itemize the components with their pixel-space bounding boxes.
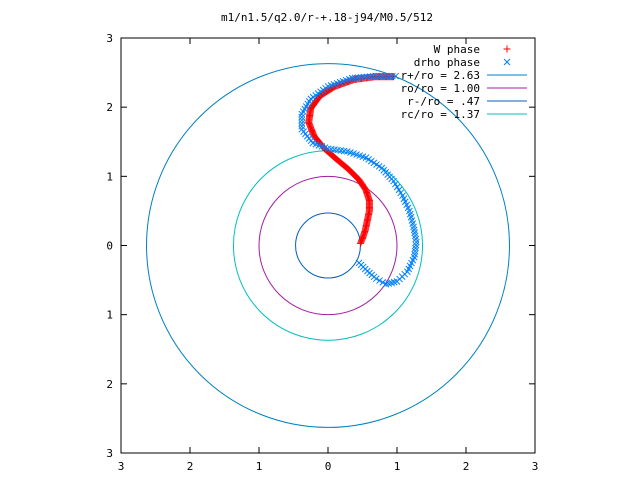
x-tick-label: 3	[118, 460, 125, 473]
drho phase-point	[298, 122, 306, 130]
series-W phase	[305, 73, 398, 247]
y-tick-label: 2	[106, 101, 113, 114]
y-tick-label: 1	[106, 309, 113, 322]
legend-entry: W phase	[434, 43, 511, 56]
legend-label: rc/ro = 1.37	[401, 108, 480, 121]
series-drho phase	[298, 72, 420, 288]
y-tick-label: 1	[106, 170, 113, 183]
drho phase-point	[392, 72, 399, 80]
y-tick-label: 2	[106, 378, 113, 391]
y-tick-label: 3	[106, 32, 113, 45]
legend-entry: drho phase	[414, 56, 511, 69]
legend-entry: ro/ro = 1.00	[401, 82, 527, 95]
y-tick-label: 0	[106, 240, 113, 253]
chart-title: m1/n1.5/q2.0/r-+.18-j94/M0.5/512	[221, 11, 433, 24]
drho phase-point	[298, 125, 306, 133]
circle-rc/ro = 1.37	[232, 150, 424, 341]
legend-symbol-point	[503, 58, 511, 66]
x-tick-label: 3	[532, 460, 539, 473]
drho phase-point	[348, 74, 356, 82]
legend-label: r-/ro = .47	[407, 95, 480, 108]
legend-entry: r+/ro = 2.63	[401, 69, 527, 82]
drho phase-point	[385, 72, 393, 80]
x-tick-label: 2	[463, 460, 470, 473]
drho phase-point	[376, 277, 383, 284]
legend-entry: rc/ro = 1.37	[401, 108, 527, 121]
drho phase-point	[298, 116, 306, 124]
drho phase-point	[354, 74, 362, 81]
drho phase-point	[298, 113, 306, 121]
drho phase-point	[360, 73, 368, 81]
legend-entry: r-/ro = .47	[407, 95, 527, 108]
legend-label: ro/ro = 1.00	[401, 82, 480, 95]
drho phase-point	[372, 275, 380, 283]
drho phase-point	[379, 72, 387, 80]
x-tick-label: 1	[394, 460, 401, 473]
drho phase-point	[357, 73, 365, 81]
drho phase-point	[351, 74, 359, 82]
x-tick-label: 0	[325, 460, 332, 473]
drho phase-point	[376, 72, 383, 80]
circle-r+/ro = 2.63	[146, 63, 510, 428]
drho phase-point	[298, 119, 306, 127]
circle-r-/ro = .47	[295, 212, 361, 279]
legend-label: r+/ro = 2.63	[401, 69, 480, 82]
y-tick-label: 3	[106, 447, 113, 460]
drho phase-point	[369, 72, 377, 80]
drho phase-point	[389, 72, 396, 80]
legend-label: drho phase	[414, 56, 480, 69]
data-series	[298, 72, 420, 288]
x-tick-label: 2	[187, 460, 194, 473]
legend-symbol-point	[503, 45, 511, 53]
drho phase-point	[366, 73, 374, 80]
drho phase-point	[382, 72, 390, 80]
drho phase-point	[379, 279, 387, 286]
circle-ro/ro = 1.00	[258, 175, 398, 316]
drho phase-point	[363, 73, 371, 81]
drho phase-point	[372, 72, 380, 80]
x-tick-label: 1	[256, 460, 263, 473]
legend-label: W phase	[434, 43, 480, 56]
